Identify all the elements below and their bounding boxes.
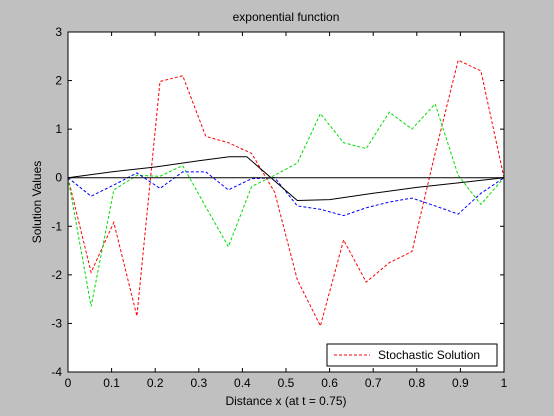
x-tick-label: 0.9 — [452, 376, 469, 390]
legend: Stochastic Solution — [326, 343, 498, 367]
legend-box — [326, 343, 498, 367]
y-axis-label: Solution Values — [30, 161, 44, 244]
series-line-1 — [67, 59, 505, 328]
y-tick-label: 1 — [55, 122, 62, 136]
axis-ticks: 0 0.1 0.2 0.3 0.4 0.5 0.6 0.7 0.8 0.9 1 -4 -3 -2 -1 0 1 2… — [51, 25, 507, 390]
x-axis-label: Distance x (at t = 0.75) — [225, 394, 346, 408]
series-line-4 — [67, 156, 505, 202]
x-tick-label: 0.3 — [190, 376, 207, 390]
x-tick-label: 0.1 — [103, 376, 120, 390]
y-tick-label: 0 — [55, 171, 62, 185]
y-tick-label: -2 — [51, 268, 62, 282]
y-tick-label: -3 — [51, 316, 62, 330]
series-line-3 — [67, 171, 505, 217]
y-tick-label: -1 — [51, 219, 62, 233]
series-lines — [67, 59, 505, 328]
x-tick-label: 0 — [65, 376, 72, 390]
x-tick-label: 0.5 — [278, 376, 295, 390]
x-tick-label: 0.8 — [408, 376, 425, 390]
x-tick-label: 1 — [501, 376, 508, 390]
y-tick-label: -4 — [51, 365, 62, 379]
y-tick-label: 3 — [55, 25, 62, 39]
plot-area — [68, 32, 504, 372]
legend-label: Stochastic Solution — [378, 348, 480, 362]
x-tick-label: 0.6 — [321, 376, 338, 390]
x-tick-label: 0.4 — [234, 376, 251, 390]
x-tick-label: 0.2 — [147, 376, 164, 390]
chart-title: exponential function — [233, 10, 340, 24]
x-tick-label: 0.7 — [365, 376, 382, 390]
y-tick-label: 2 — [55, 74, 62, 88]
